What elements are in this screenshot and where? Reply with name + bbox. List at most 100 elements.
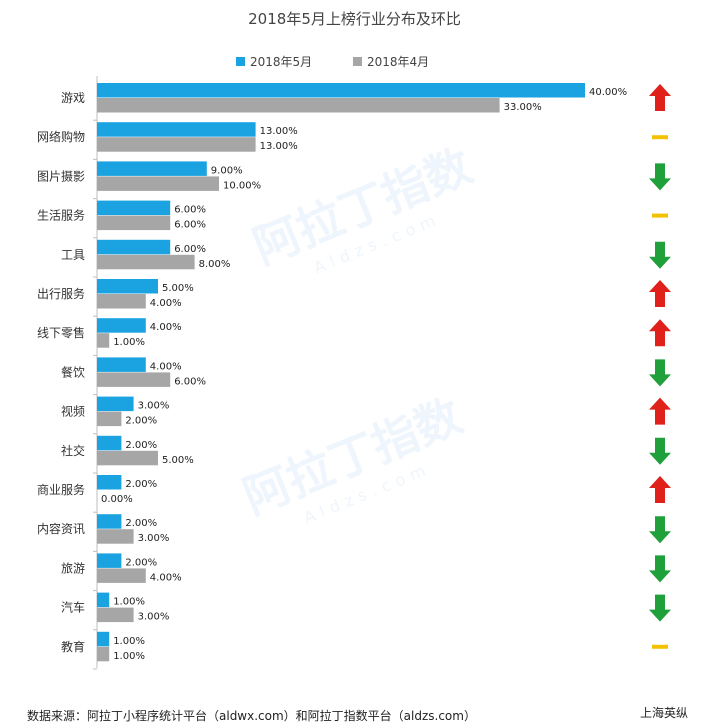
legend-label-april: 2018年4月 bbox=[367, 55, 430, 69]
category-label-cat-6: 线下零售 bbox=[37, 325, 85, 340]
data-label-may-cat-2: 9.00% bbox=[211, 165, 243, 176]
legend-swatch-may bbox=[236, 57, 245, 66]
bar-april-cat-5 bbox=[97, 294, 146, 309]
category-label-cat-14: 教育 bbox=[61, 639, 85, 654]
category-label-cat-9: 社交 bbox=[61, 443, 85, 458]
bar-may-cat-12 bbox=[97, 553, 122, 568]
data-label-may-cat-8: 3.00% bbox=[138, 401, 170, 412]
data-label-may-cat-4: 6.00% bbox=[174, 244, 206, 255]
category-label-cat-11: 内容资讯 bbox=[37, 521, 85, 536]
data-label-may-cat-1: 13.00% bbox=[260, 126, 298, 137]
bar-may-cat-1 bbox=[97, 122, 256, 137]
bar-may-cat-9 bbox=[97, 435, 122, 451]
category-label-cat-1: 网络购物 bbox=[37, 129, 85, 144]
data-label-april-cat-11: 3.00% bbox=[138, 533, 170, 544]
data-label-may-cat-14: 1.00% bbox=[113, 636, 145, 647]
bar-may-cat-0 bbox=[97, 83, 585, 98]
data-label-april-cat-9: 5.00% bbox=[162, 455, 194, 466]
bar-april-cat-1 bbox=[97, 137, 256, 152]
data-label-may-cat-9: 2.00% bbox=[125, 440, 157, 451]
data-label-april-cat-8: 2.00% bbox=[125, 416, 157, 427]
data-label-april-cat-12: 4.00% bbox=[150, 572, 182, 583]
trend-flat-icon bbox=[652, 644, 668, 649]
bar-may-cat-10 bbox=[97, 475, 122, 490]
bar-may-cat-8 bbox=[97, 396, 134, 412]
bar-april-cat-4 bbox=[97, 254, 195, 270]
data-label-april-cat-7: 6.00% bbox=[174, 376, 206, 387]
trend-down-arrow-icon bbox=[649, 163, 671, 191]
trend-down-arrow-icon bbox=[649, 555, 671, 583]
bar-chart-svg: 游戏 40.00% 33.00% 网络购物 13.00% 13.00% 图片摄影 9.00% 1… bbox=[37, 76, 671, 670]
trend-down-arrow-icon bbox=[649, 594, 671, 622]
trend-down-arrow-icon bbox=[649, 241, 671, 269]
data-source-note: 数据来源：阿拉丁小程序统计平台（aldwx.com）和阿拉丁指数平台（aldzs… bbox=[27, 709, 476, 723]
bar-may-cat-14 bbox=[97, 631, 110, 647]
bar-april-cat-6 bbox=[97, 333, 110, 348]
trend-up-arrow-icon bbox=[649, 397, 671, 425]
legend-label-may: 2018年5月 bbox=[250, 55, 313, 69]
trend-up-arrow-icon bbox=[649, 476, 671, 503]
category-label-cat-12: 旅游 bbox=[61, 561, 85, 575]
bar-april-cat-9 bbox=[97, 450, 158, 466]
bar-april-cat-13 bbox=[97, 607, 134, 623]
bar-april-cat-12 bbox=[97, 568, 146, 583]
data-label-april-cat-1: 13.00% bbox=[260, 141, 298, 152]
legend-item-may: 2018年5月 bbox=[236, 53, 312, 70]
data-label-may-cat-5: 5.00% bbox=[162, 283, 194, 294]
data-label-may-cat-6: 4.00% bbox=[150, 322, 182, 333]
data-label-april-cat-3: 6.00% bbox=[174, 220, 206, 231]
category-label-cat-4: 工具 bbox=[61, 248, 85, 262]
category-label-cat-2: 图片摄影 bbox=[37, 168, 85, 183]
data-label-april-cat-2: 10.00% bbox=[223, 180, 261, 191]
bar-may-cat-6 bbox=[97, 318, 146, 333]
trend-down-arrow-icon bbox=[649, 359, 671, 387]
category-label-cat-10: 商业服务 bbox=[37, 482, 85, 497]
trend-down-arrow-icon bbox=[649, 437, 671, 465]
category-label-cat-7: 餐饮 bbox=[61, 364, 85, 379]
bar-may-cat-2 bbox=[97, 161, 207, 176]
category-label-cat-3: 生活服务 bbox=[37, 208, 85, 223]
trend-up-arrow-icon bbox=[649, 84, 671, 111]
bar-may-cat-7 bbox=[97, 357, 146, 372]
trend-flat-icon bbox=[652, 135, 668, 140]
bar-april-cat-7 bbox=[97, 372, 171, 387]
credit-label: 上海英纵 bbox=[640, 706, 689, 720]
data-label-may-cat-0: 40.00% bbox=[589, 87, 627, 98]
data-label-may-cat-3: 6.00% bbox=[174, 205, 206, 216]
data-label-april-cat-4: 8.00% bbox=[199, 259, 231, 270]
data-label-may-cat-7: 4.00% bbox=[150, 361, 182, 372]
bar-may-cat-3 bbox=[97, 200, 171, 216]
data-label-april-cat-13: 3.00% bbox=[138, 612, 170, 623]
bar-april-cat-8 bbox=[97, 411, 122, 427]
data-label-may-cat-12: 2.00% bbox=[125, 557, 157, 568]
trend-down-arrow-icon bbox=[649, 516, 671, 544]
bar-april-cat-11 bbox=[97, 529, 134, 544]
data-label-april-cat-6: 1.00% bbox=[113, 337, 145, 348]
bar-april-cat-2 bbox=[97, 176, 219, 191]
trend-flat-icon bbox=[652, 213, 668, 218]
bar-may-cat-5 bbox=[97, 279, 158, 294]
category-label-cat-13: 汽车 bbox=[61, 600, 85, 615]
bar-may-cat-13 bbox=[97, 592, 110, 608]
legend-swatch-april bbox=[353, 57, 362, 66]
legend-item-april: 2018年4月 bbox=[353, 53, 429, 70]
data-label-may-cat-11: 2.00% bbox=[125, 518, 157, 529]
data-label-april-cat-5: 4.00% bbox=[150, 298, 182, 309]
bar-april-cat-14 bbox=[97, 646, 110, 662]
chart-title: 2018年5月上榜行业分布及环比 bbox=[248, 10, 461, 28]
category-label-cat-0: 游戏 bbox=[61, 91, 85, 105]
bar-april-cat-3 bbox=[97, 215, 171, 231]
data-label-april-cat-10: 0.00% bbox=[101, 494, 133, 505]
bar-april-cat-0 bbox=[97, 98, 500, 113]
data-label-may-cat-13: 1.00% bbox=[113, 597, 145, 608]
data-label-april-cat-14: 1.00% bbox=[113, 651, 145, 662]
category-label-cat-5: 出行服务 bbox=[37, 286, 85, 301]
trend-up-arrow-icon bbox=[649, 280, 671, 307]
category-label-cat-8: 视频 bbox=[61, 404, 85, 419]
data-label-may-cat-10: 2.00% bbox=[125, 479, 157, 490]
bar-may-cat-4 bbox=[97, 239, 171, 255]
bar-may-cat-11 bbox=[97, 514, 122, 529]
data-label-april-cat-0: 33.00% bbox=[504, 102, 542, 113]
trend-up-arrow-icon bbox=[649, 319, 671, 347]
